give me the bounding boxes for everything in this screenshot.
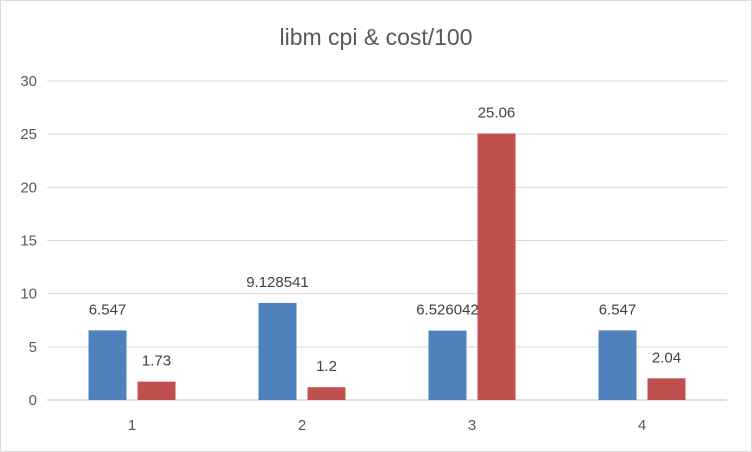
data-label: 1.2 — [316, 358, 337, 375]
data-label: 25.06 — [478, 105, 516, 122]
x-tick-label: 2 — [298, 417, 306, 434]
y-tick-label: 5 — [29, 339, 37, 356]
chart-title: libm cpi & cost/100 — [279, 24, 472, 50]
bar-series-1 — [88, 330, 127, 400]
x-tick-label: 4 — [638, 417, 646, 434]
bar-series-2 — [137, 381, 176, 400]
data-label: 9.128541 — [246, 274, 309, 291]
y-axis-ticks: 0 5 10 15 20 25 30 — [20, 73, 37, 409]
x-tick-label: 3 — [468, 417, 476, 434]
data-labels: 6.547 1.73 9.128541 1.2 6.526042 25.06 6.547 2.… — [89, 105, 681, 376]
y-tick-label: 0 — [29, 392, 37, 409]
y-tick-label: 15 — [20, 233, 37, 250]
bars — [88, 133, 686, 400]
bar-series-2 — [647, 378, 686, 400]
data-label: 2.04 — [652, 349, 681, 366]
y-tick-label: 10 — [20, 286, 37, 303]
bar-series-1 — [258, 302, 297, 400]
y-tick-label: 25 — [20, 126, 37, 143]
data-label: 6.526042 — [416, 302, 479, 319]
y-tick-label: 20 — [20, 179, 37, 196]
bar-series-1 — [428, 330, 467, 400]
bar-series-2 — [477, 133, 516, 400]
data-label: 6.547 — [599, 301, 637, 318]
bar-series-2 — [307, 387, 346, 400]
x-tick-label: 1 — [128, 417, 136, 434]
x-axis-ticks: 1 2 3 4 — [128, 417, 646, 434]
data-label: 6.547 — [89, 301, 127, 318]
data-label: 1.73 — [142, 353, 171, 370]
y-tick-label: 30 — [20, 73, 37, 90]
bar-series-1 — [598, 330, 637, 400]
